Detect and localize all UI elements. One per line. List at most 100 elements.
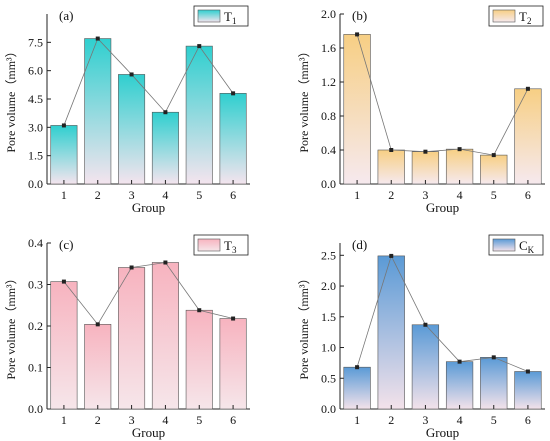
legend-swatch — [492, 9, 516, 23]
chart-panel-2: 0.0 0.4 0.8 1.2 1.6 2.0 1 2 3 4 5 6 Group Pore volume… — [297, 5, 545, 215]
y-tick-label: 0.5 — [321, 371, 336, 385]
bar-group-1 — [50, 125, 78, 185]
x-tick-label: 5 — [491, 413, 497, 427]
bar-group-3 — [118, 267, 146, 410]
x-tick-label: 1 — [61, 413, 67, 427]
x-tick-label: 2 — [95, 413, 101, 427]
legend-label: T2 — [519, 9, 531, 26]
y-tick-label: 7.5 — [28, 35, 43, 49]
bar-group-2 — [84, 324, 112, 410]
data-marker — [491, 355, 496, 360]
x-tick-label: 1 — [354, 413, 360, 427]
x-tick-label: 3 — [129, 188, 135, 202]
data-marker — [525, 369, 530, 374]
x-tick-label: 4 — [457, 413, 463, 427]
bar-group-1 — [343, 366, 371, 410]
bar-group-5 — [480, 154, 508, 185]
data-marker — [389, 253, 394, 258]
y-tick-label: 0.0 — [28, 402, 43, 416]
x-axis-label: Group — [132, 200, 165, 215]
x-tick-label: 3 — [129, 413, 135, 427]
panel-label: (c) — [59, 237, 73, 252]
data-marker — [163, 110, 168, 115]
y-tick-label: 1.5 — [321, 310, 336, 324]
bar-group-6 — [219, 93, 247, 185]
data-marker — [129, 72, 134, 77]
data-marker — [163, 260, 168, 265]
y-tick-label: 3.0 — [28, 120, 43, 134]
x-tick-label: 2 — [388, 413, 394, 427]
legend: T2 — [488, 5, 544, 27]
data-marker — [231, 316, 236, 321]
bar-group-5 — [480, 357, 508, 410]
data-marker — [95, 322, 100, 327]
legend-swatch — [197, 9, 221, 23]
x-tick-label: 6 — [230, 188, 236, 202]
bar-group-1 — [50, 281, 78, 410]
y-tick-label: 2.0 — [321, 7, 336, 21]
data-marker — [457, 147, 462, 152]
y-tick-label: 0.1 — [28, 361, 43, 375]
legend-swatch — [197, 238, 221, 252]
trend-line — [63, 262, 234, 326]
bar-group-3 — [411, 151, 440, 185]
y-tick-label: 1.0 — [321, 341, 336, 355]
panel-label: (b) — [352, 8, 367, 23]
legend-label: T3 — [224, 238, 237, 255]
y-tick-label: 2.0 — [321, 279, 336, 293]
legend: CK — [488, 234, 544, 256]
legend-label: T1 — [224, 9, 236, 26]
legend-label: CK — [519, 238, 535, 255]
panel-label: (d) — [352, 237, 367, 252]
x-tick-label: 1 — [354, 188, 360, 202]
bar-group-1 — [343, 34, 371, 185]
legend-swatch — [492, 238, 516, 252]
trend-line — [356, 34, 529, 156]
x-tick-label: 3 — [422, 188, 428, 202]
x-axis-label: Group — [132, 425, 165, 440]
bar-group-4 — [151, 111, 179, 185]
data-marker — [61, 123, 66, 128]
bar-group-3 — [118, 74, 146, 185]
chart-panel-3: 0.0 0.1 0.2 0.3 0.4 1 2 3 4 5 6 Group Pore volume（mm… — [4, 234, 250, 440]
x-axis-label: Group — [426, 425, 459, 440]
x-tick-label: 5 — [491, 188, 497, 202]
y-tick-label: 0.4 — [321, 143, 336, 157]
y-tick-label: 0.2 — [28, 319, 43, 333]
chart-panel-1: 0.0 1.5 3.0 4.5 6.0 7.5 1 2 3 4 5 6 Group Pore volume… — [4, 5, 250, 215]
x-tick-label: 6 — [525, 413, 531, 427]
y-axis-label: Pore volume（mm³） — [297, 272, 311, 379]
y-tick-label: 0.0 — [28, 177, 43, 191]
bar-group-5 — [185, 309, 213, 410]
bar-group-2 — [84, 38, 112, 185]
y-tick-label: 2.5 — [321, 248, 336, 262]
y-tick-label: 0.0 — [321, 402, 336, 416]
x-tick-label: 6 — [525, 188, 531, 202]
bar-group-4 — [445, 361, 474, 410]
data-marker — [423, 322, 428, 327]
x-tick-label: 5 — [196, 188, 202, 202]
bar-group-4 — [445, 148, 474, 185]
x-tick-label: 3 — [422, 413, 428, 427]
data-marker — [525, 86, 530, 91]
legend: T3 — [193, 234, 249, 256]
y-tick-label: 1.2 — [321, 75, 336, 89]
y-tick-label: 4.5 — [28, 92, 43, 106]
data-marker — [95, 36, 100, 41]
bar-group-6 — [219, 318, 247, 410]
trend-line — [63, 37, 234, 126]
data-marker — [389, 148, 394, 152]
bar-group-2 — [377, 255, 405, 410]
y-axis-label: Pore volume（mm³） — [4, 272, 18, 379]
x-tick-label: 6 — [230, 413, 236, 427]
data-marker — [355, 32, 360, 37]
data-marker — [231, 91, 236, 96]
y-axis-label: Pore volume（mm³） — [297, 45, 311, 152]
y-tick-label: 0.3 — [28, 278, 43, 292]
bar-group-5 — [185, 45, 213, 185]
y-tick-label: 0.4 — [28, 236, 43, 250]
bar-group-4 — [151, 262, 179, 410]
y-tick-label: 6.0 — [28, 64, 43, 78]
bar-group-2 — [377, 149, 405, 185]
